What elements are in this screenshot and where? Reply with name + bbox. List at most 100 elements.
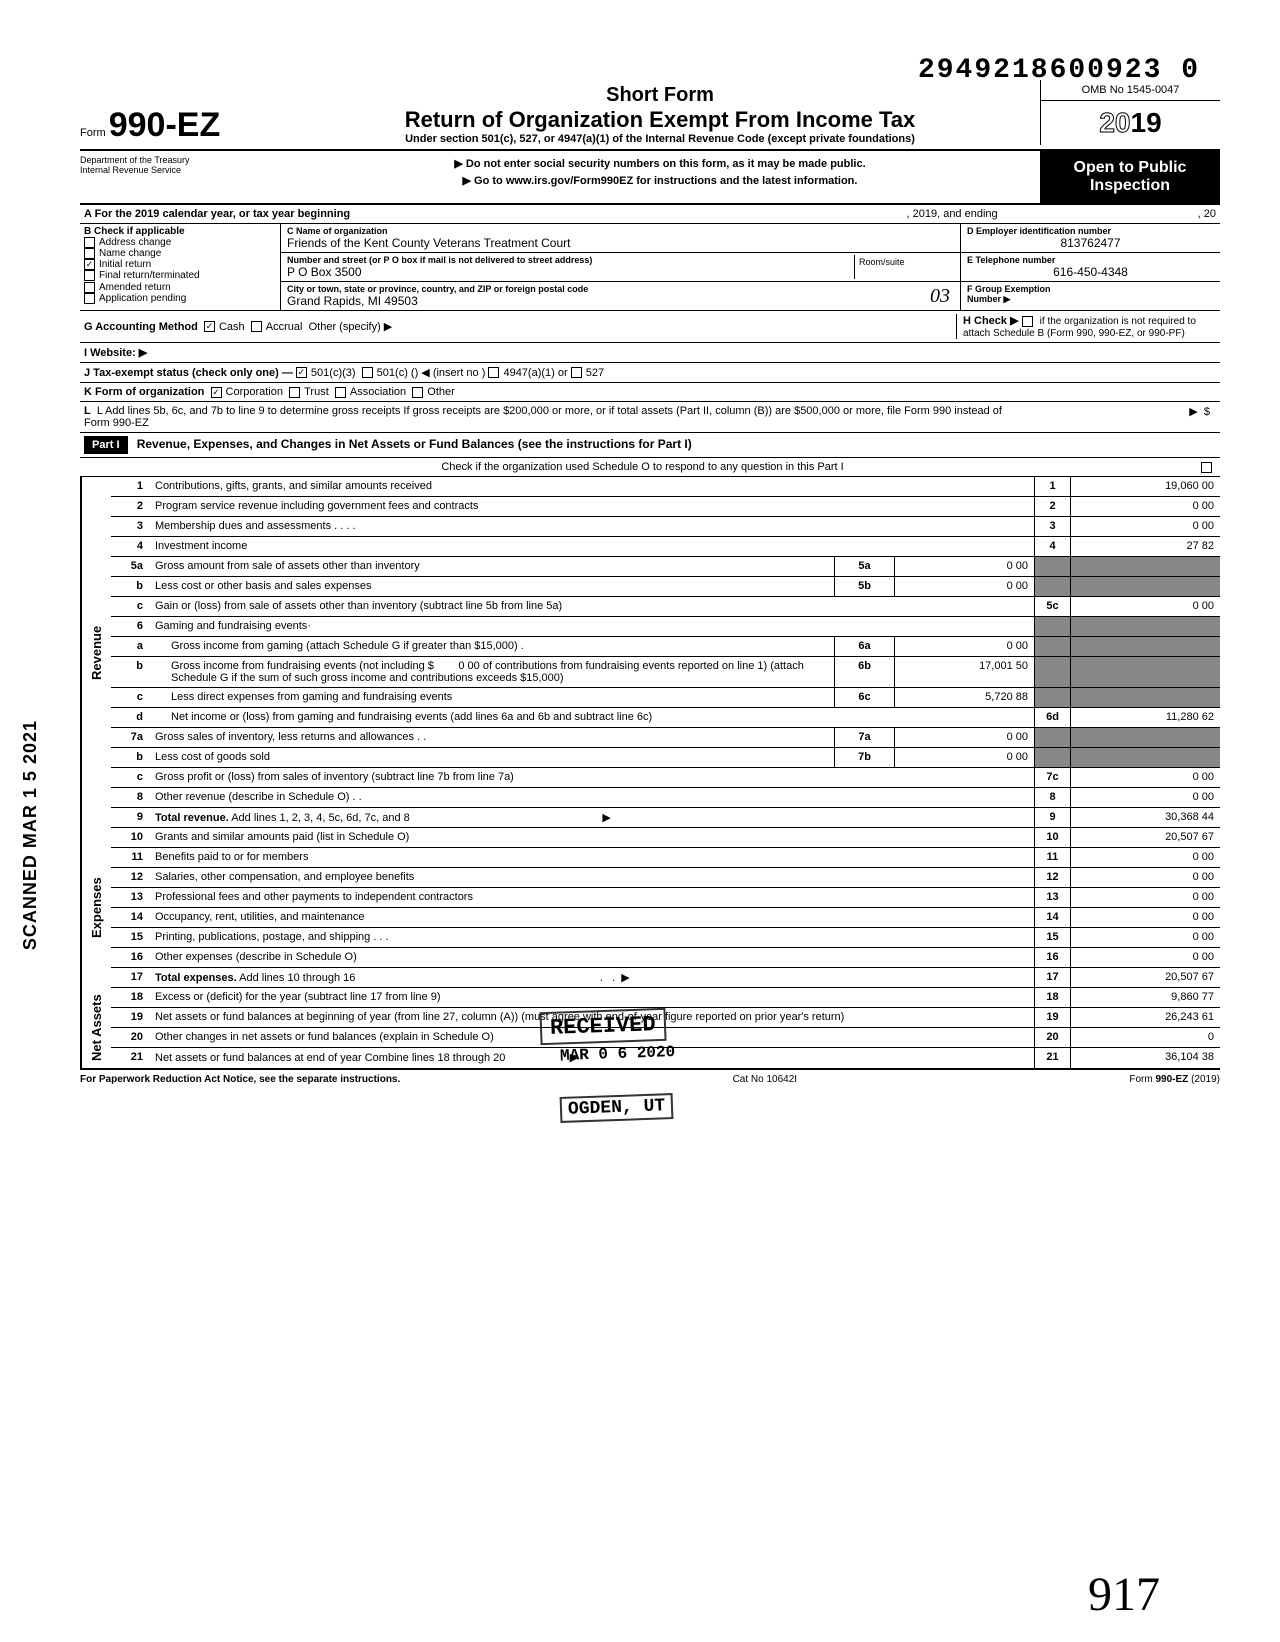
l5c-val: 0 00 (1070, 597, 1220, 616)
addr-value: P O Box 3500 (287, 265, 854, 279)
footer-mid: Cat No 10642I (733, 1074, 798, 1085)
l2-val: 0 00 (1070, 497, 1220, 516)
l8-num: 8 (111, 788, 151, 807)
l6d-num: d (111, 708, 151, 727)
l6b-val: 17,001 50 (894, 657, 1034, 687)
form-number: 990-EZ (109, 106, 221, 144)
l12-num: 12 (111, 868, 151, 887)
l5c-desc: Gain or (loss) from sale of assets other… (151, 597, 1034, 616)
j-4947: 4947(a)(1) or (503, 367, 567, 379)
org-name: Friends of the Kent County Veterans Trea… (287, 236, 954, 250)
check-b-label: B Check if applicable (84, 226, 276, 237)
k-assoc: Association (350, 386, 406, 398)
l16-num: 16 (111, 948, 151, 967)
j-c: 501(c) ( (377, 367, 415, 379)
l7a-num: 7a (111, 728, 151, 747)
l12-box: 12 (1034, 868, 1070, 887)
l5b-desc: Less cost or other basis and sales expen… (151, 577, 834, 596)
revenue-side-label: Revenue (81, 477, 111, 828)
footer-left: For Paperwork Reduction Act Notice, see … (80, 1074, 400, 1085)
line-a-mid: , 2019, and ending (907, 208, 998, 220)
chk-assoc[interactable] (335, 387, 346, 398)
chk-amended[interactable] (84, 282, 95, 293)
l3-desc: Membership dues and assessments . . . . (151, 517, 1034, 536)
l4-box: 4 (1034, 537, 1070, 556)
netassets-side-label: Net Assets (81, 988, 111, 1068)
footer: For Paperwork Reduction Act Notice, see … (80, 1070, 1220, 1089)
line-g-h: G Accounting Method ✓Cash Accrual Other … (80, 311, 1220, 343)
l6b-num: b (111, 657, 151, 687)
chk-4947[interactable] (488, 367, 499, 378)
chk-pending[interactable] (84, 293, 95, 304)
line-a: A For the 2019 calendar year, or tax yea… (80, 205, 1220, 224)
l17-val: 20,507 67 (1070, 968, 1220, 987)
l14-val: 0 00 (1070, 908, 1220, 927)
chk-other-org[interactable] (412, 387, 423, 398)
entity-block: B Check if applicable Address change Nam… (80, 224, 1220, 311)
chk-527[interactable] (571, 367, 582, 378)
l17-num: 17 (111, 968, 151, 987)
expenses-section: Expenses 10Grants and similar amounts pa… (80, 828, 1220, 988)
l13-num: 13 (111, 888, 151, 907)
l9-val: 30,368 44 (1070, 808, 1220, 827)
form-header: Form 990-EZ Short Form Return of Organiz… (80, 80, 1220, 151)
l7c-val: 0 00 (1070, 768, 1220, 787)
l5a-desc: Gross amount from sale of assets other t… (151, 557, 834, 576)
chk-trust[interactable] (289, 387, 300, 398)
l18-val: 9,860 77 (1070, 988, 1220, 1007)
l10-desc: Grants and similar amounts paid (list in… (151, 828, 1034, 847)
city-label: City or town, state or province, country… (287, 284, 954, 294)
chk-part1-schedo[interactable] (1201, 462, 1212, 473)
l2-num: 2 (111, 497, 151, 516)
l5b-val: 0 00 (894, 577, 1034, 596)
chk-accrual[interactable] (251, 321, 262, 332)
website-label: I Website: ▶ (84, 346, 147, 359)
l20-val: 0 (1070, 1028, 1220, 1047)
chk-name[interactable] (84, 248, 95, 259)
chk-501c3[interactable]: ✓ (296, 367, 307, 378)
l11-num: 11 (111, 848, 151, 867)
l6b-desc: Gross income from fundraising events (no… (151, 657, 834, 687)
chk-initial[interactable]: ✓ (84, 259, 95, 270)
l4-num: 4 (111, 537, 151, 556)
revenue-section: Revenue 1Contributions, gifts, grants, a… (80, 477, 1220, 828)
l7b-desc: Less cost of goods sold (151, 748, 834, 767)
form-prefix: Form (80, 127, 106, 139)
dept-row: Department of the Treasury Internal Reve… (80, 151, 1220, 205)
chk-final[interactable] (84, 270, 95, 281)
line-k: K Form of organization ✓Corporation Trus… (80, 383, 1220, 402)
l15-val: 0 00 (1070, 928, 1220, 947)
ein-label: D Employer identification number (967, 226, 1214, 236)
part1-header-row: Part I Revenue, Expenses, and Changes in… (80, 433, 1220, 458)
chk-address[interactable] (84, 237, 95, 248)
subtitle: Under section 501(c), 527, or 4947(a)(1)… (280, 133, 1040, 145)
phone-label: E Telephone number (967, 255, 1214, 265)
g-accrual: Accrual (266, 321, 303, 333)
k-other: Other (427, 386, 455, 398)
l1-desc: Contributions, gifts, grants, and simila… (151, 477, 1034, 496)
l19-box: 19 (1034, 1008, 1070, 1027)
l4-val: 27 82 (1070, 537, 1220, 556)
l20-num: 20 (111, 1028, 151, 1047)
chk-corp[interactable]: ✓ (211, 387, 222, 398)
l18-desc: Excess or (deficit) for the year (subtra… (151, 988, 1034, 1007)
open-public: Open to Public Inspection (1040, 151, 1220, 203)
chk-cash[interactable]: ✓ (204, 321, 215, 332)
l8-box: 8 (1034, 788, 1070, 807)
l9-num: 9 (111, 808, 151, 827)
chk-501c[interactable] (362, 367, 373, 378)
h-label: H Check ▶ (963, 315, 1019, 327)
line-i: I Website: ▶ (80, 343, 1220, 363)
l14-box: 14 (1034, 908, 1070, 927)
phone-value: 616-450-4348 (967, 265, 1214, 279)
l6c-desc: Less direct expenses from gaming and fun… (151, 688, 834, 707)
addr-label: Number and street (or P O box if mail is… (287, 255, 854, 265)
l6a-desc: Gross income from gaming (attach Schedul… (151, 637, 834, 656)
l6-num: 6 (111, 617, 151, 636)
part1-check-text: Check if the organization used Schedule … (441, 461, 843, 473)
l18-num: 18 (111, 988, 151, 1007)
l12-val: 0 00 (1070, 868, 1220, 887)
chk-h[interactable] (1022, 316, 1033, 327)
k-label: K Form of organization (84, 386, 204, 398)
dln-number: 2949218600923 0 (918, 55, 1200, 86)
